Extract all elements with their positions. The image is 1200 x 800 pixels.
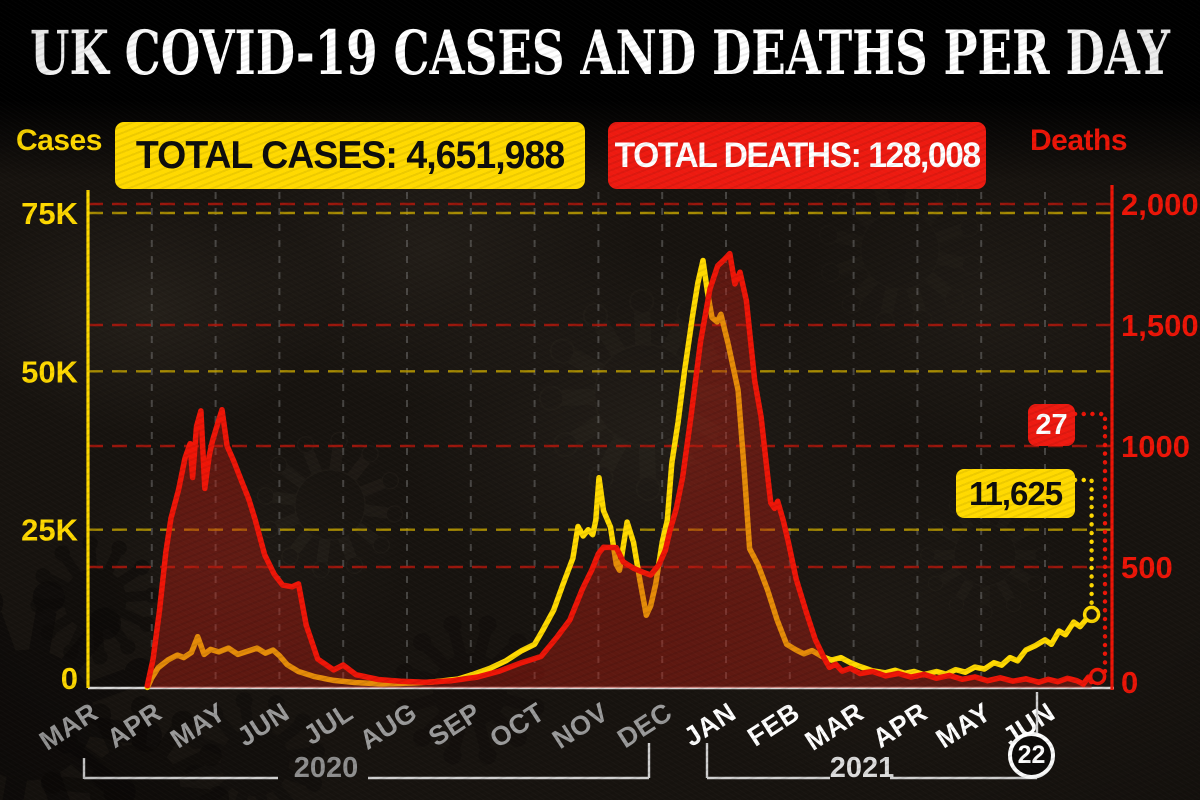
latest-deaths-callout: 27: [1028, 404, 1075, 446]
total-deaths-value: TOTAL DEATHS: 128,008: [614, 135, 981, 175]
cases-tick-25K: 25K: [21, 513, 78, 548]
page-title: UK COVID-19 CASES AND DEATHS PER DAY: [30, 18, 1171, 89]
total-cases-box: TOTAL CASES: 4,651,988: [115, 122, 585, 189]
cases-tick-50K: 50K: [21, 354, 78, 389]
month-label-mar-2020: MAR: [34, 697, 103, 756]
headline-bar: UK COVID-19 CASES AND DEATHS PER DAY: [30, 18, 1171, 89]
month-label-sep-2020: SEP: [423, 697, 486, 752]
month-label-jan-2021: JAN: [678, 697, 741, 752]
month-label-feb-2021: FEB: [742, 697, 805, 752]
month-label-jun-2020: JUN: [232, 697, 295, 752]
date-day-badge: 22: [1008, 732, 1055, 779]
deaths-endpoint-marker: [1088, 667, 1107, 686]
total-cases-value: TOTAL CASES: 4,651,988: [135, 133, 565, 177]
deaths-tick-500: 500: [1121, 550, 1173, 585]
month-label-may-2020: MAY: [165, 697, 231, 754]
cases-callout-leader: [1072, 477, 1094, 606]
cases-tick-0: 0: [61, 661, 78, 696]
month-label-oct-2020: OCT: [484, 697, 549, 754]
cases-tick-75K: 75K: [21, 196, 78, 231]
total-deaths-box: TOTAL DEATHS: 128,008: [608, 122, 986, 189]
cases-endpoint-marker: [1082, 605, 1101, 624]
deaths-tick-2,000: 2,000: [1121, 187, 1199, 222]
cases-axis-label: Cases: [16, 124, 102, 157]
deaths-callout-leader: [1072, 411, 1108, 674]
month-label-jul-2020: JUL: [298, 697, 358, 751]
month-label-aug-2020: AUG: [354, 697, 422, 756]
month-label-apr-2021: APR: [867, 697, 932, 754]
latest-cases-callout: 11,625: [956, 469, 1075, 518]
month-label-mar-2021: MAR: [800, 697, 869, 756]
year-label-2021: 2021: [829, 752, 895, 784]
deaths-tick-1000: 1000: [1121, 429, 1190, 464]
cases-line: [144, 257, 1095, 691]
deaths-area-fill: [147, 253, 1092, 688]
deaths-tick-0: 0: [1121, 665, 1138, 700]
month-label-nov-2020: NOV: [547, 697, 614, 755]
month-label-apr-2020: APR: [102, 697, 167, 754]
deaths-line: [144, 250, 1095, 689]
deaths-tick-1,500: 1,500: [1121, 308, 1199, 343]
month-label-dec-2020: DEC: [612, 697, 677, 754]
year-label-2020: 2020: [293, 752, 359, 784]
deaths-axis-label: Deaths: [1030, 124, 1128, 157]
month-label-may-2021: MAY: [931, 697, 997, 754]
